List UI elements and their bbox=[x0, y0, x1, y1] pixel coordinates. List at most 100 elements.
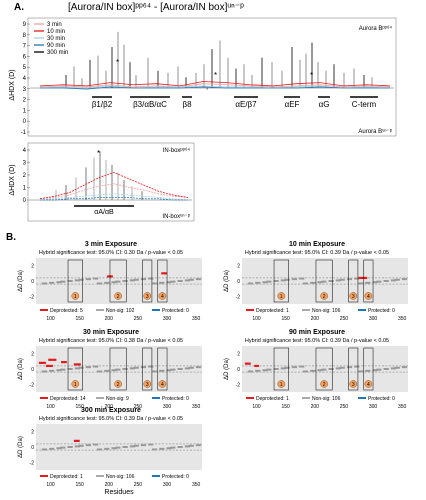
region-number: 1 bbox=[280, 382, 283, 388]
exposure-panel: 10 min Exposure Hybrid significance test:… bbox=[224, 241, 408, 322]
ytick-label: 2 bbox=[31, 430, 34, 436]
xtick-label: 100 bbox=[46, 404, 55, 410]
region-number: 4 bbox=[161, 294, 164, 300]
ytick-label: 3 bbox=[23, 161, 27, 167]
exposure-panel: 30 min Exposure Hybrid significance test:… bbox=[18, 329, 202, 410]
domain-label: αEF bbox=[285, 100, 300, 109]
xtick-label: 200 bbox=[311, 316, 320, 322]
region-number-badge bbox=[320, 380, 328, 388]
region-number-badge bbox=[71, 380, 80, 388]
panel-b-label: B. bbox=[6, 232, 16, 243]
xtick-label: 150 bbox=[76, 482, 85, 488]
ytick-label: 2 bbox=[31, 264, 34, 270]
ytick-label: 9 bbox=[23, 22, 27, 28]
star-marker-1: * bbox=[116, 58, 119, 67]
ytick-label: 6 bbox=[23, 54, 27, 60]
region-number-badge bbox=[277, 292, 286, 300]
xtick-label: 300 bbox=[369, 404, 378, 410]
region-box bbox=[142, 347, 153, 391]
region-number: 2 bbox=[323, 382, 326, 388]
xtick-label: 100 bbox=[46, 482, 55, 488]
xtick-label: 300 bbox=[163, 482, 172, 488]
region-box bbox=[273, 259, 289, 303]
legend-label: Non-sig: 9 bbox=[106, 396, 129, 402]
panel-b-ylabel: ΔD (Da) bbox=[224, 358, 230, 380]
region-number: 1 bbox=[74, 294, 77, 300]
region-number-badge bbox=[158, 380, 167, 388]
ytick-label: 4 bbox=[23, 76, 27, 82]
ytick-label: 0 bbox=[31, 445, 34, 451]
xtick-label: 200 bbox=[105, 316, 114, 322]
region-box bbox=[363, 347, 374, 391]
bottom-plot-lines bbox=[39, 172, 189, 201]
xtick-label: 250 bbox=[134, 482, 143, 488]
bottom-star-marker: * bbox=[97, 149, 100, 158]
xtick-label: 300 bbox=[163, 316, 172, 322]
legend-label: Deprotected: 1 bbox=[256, 308, 289, 314]
domain-bars: β1/β2 β3/αB/αC β8 αE/β7 αEF αG C-term bbox=[92, 96, 378, 109]
bottom-label-unp: IN-boxᵘⁿ⁻ᵖ bbox=[162, 213, 190, 220]
ytick-label: 0 bbox=[237, 279, 240, 285]
region-number: 4 bbox=[367, 382, 370, 388]
ytick-label: 8 bbox=[23, 33, 27, 39]
exposure-subtitle: Hybrid significance test: 95.0% CI: 0.30… bbox=[39, 250, 183, 256]
ytick-label: -2 bbox=[236, 294, 241, 300]
exposure-title: 90 min Exposure bbox=[289, 329, 345, 336]
xtick-label: 100 bbox=[252, 316, 261, 322]
region-number: 1 bbox=[280, 294, 283, 300]
legend-label: Protected: 0 bbox=[162, 474, 189, 480]
xtick-label: 200 bbox=[311, 404, 320, 410]
legend-label: 30 min bbox=[47, 36, 65, 42]
domain-label: β3/αB/αC bbox=[133, 100, 167, 109]
exposure-panel: 90 min Exposure Hybrid significance test:… bbox=[224, 329, 408, 410]
panel-b-xlabel: Residues bbox=[104, 489, 134, 496]
panel-b-ylabel: ΔD (Da) bbox=[18, 270, 24, 292]
domain-label: β1/β2 bbox=[92, 100, 113, 109]
legend-label: Non-sig: 106 bbox=[312, 396, 341, 402]
panel-a-bottom-plot: ΔHDX (D) 4 3 2 1 0 IN-boxᵖᵖ⁶⁴ IN-boxᵘⁿ⁻ᵖ * α… bbox=[9, 142, 195, 222]
region-number-badge bbox=[349, 380, 358, 388]
region-number-badge bbox=[114, 292, 122, 300]
ytick-label: -2 bbox=[30, 382, 35, 388]
bottom-plot-ylabel: ΔHDX (D) bbox=[9, 164, 16, 195]
xtick-label: 300 bbox=[369, 316, 378, 322]
ytick-label: 4 bbox=[23, 148, 27, 154]
top-plot-lines bbox=[39, 81, 391, 90]
xtick-label: 300 bbox=[163, 404, 172, 410]
domain-label: αG bbox=[319, 100, 330, 109]
bottom-label-pp64: IN-boxᵖᵖ⁶⁴ bbox=[163, 147, 191, 154]
figure-title: [Aurora/IN box]ᵖᵖ⁶⁴ - [Aurora/IN box]ᵘⁿ⁻… bbox=[68, 2, 244, 13]
xtick-label: 150 bbox=[76, 404, 85, 410]
series-line bbox=[40, 197, 188, 201]
ytick-label: 0 bbox=[23, 198, 27, 204]
ytick-label: 1 bbox=[23, 108, 27, 114]
legend-label: Deprotected: 1 bbox=[50, 474, 83, 480]
ytick-label: -2 bbox=[30, 460, 35, 466]
ytick-label: 1 bbox=[23, 186, 27, 192]
region-number-badge bbox=[349, 292, 358, 300]
region-number: 2 bbox=[117, 294, 120, 300]
legend-label: Deprotected: 14 bbox=[50, 396, 86, 402]
exposure-panel: 300 min Exposure Hybrid significance test… bbox=[18, 407, 202, 496]
legend-label: Protected: 0 bbox=[368, 396, 395, 402]
series-line bbox=[39, 81, 391, 87]
region-box bbox=[363, 259, 374, 303]
xtick-label: 100 bbox=[252, 404, 261, 410]
series-line bbox=[39, 83, 391, 88]
region-box bbox=[157, 259, 168, 303]
exposure-subtitle: Hybrid significance test: 95.0% CI: 0.39… bbox=[39, 416, 183, 422]
top-label-pp64: Aurora Bᵖᵖ⁶⁴ bbox=[359, 25, 393, 32]
top-plot-yticks: 9 8 7 6 5 4 3 2 1 0 -1 bbox=[21, 22, 30, 136]
exposure-subtitle: Hybrid significance test: 95.0% CI: 0.39… bbox=[245, 250, 389, 256]
exposure-title: 10 min Exposure bbox=[289, 241, 345, 248]
xtick-label: 350 bbox=[192, 482, 201, 488]
xtick-label: 150 bbox=[282, 316, 291, 322]
panel-b-ylabel: ΔD (Da) bbox=[224, 270, 230, 292]
region-box bbox=[273, 347, 289, 391]
region-number-badge bbox=[114, 380, 122, 388]
ytick-label: 0 bbox=[31, 279, 34, 285]
region-number: 3 bbox=[146, 294, 149, 300]
region-number-badge bbox=[158, 292, 167, 300]
legend-label: Deprotected: 1 bbox=[256, 396, 289, 402]
bottom-plot-frame bbox=[27, 142, 195, 222]
